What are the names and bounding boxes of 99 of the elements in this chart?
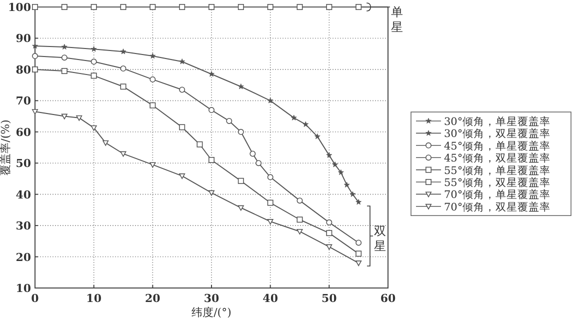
y-tick-label: 60	[16, 126, 32, 139]
point	[150, 162, 156, 168]
point	[256, 160, 262, 166]
point	[179, 4, 186, 10]
point	[326, 4, 332, 10]
point	[356, 199, 362, 205]
y-tick-label: 20	[16, 250, 32, 264]
point	[208, 71, 214, 77]
point	[226, 118, 232, 124]
point	[179, 124, 186, 130]
point	[326, 230, 332, 236]
point	[208, 107, 214, 114]
point	[90, 125, 97, 131]
point	[238, 178, 244, 184]
point	[238, 84, 244, 90]
point	[61, 114, 68, 120]
point	[314, 134, 320, 140]
point	[150, 76, 156, 82]
legend-label: 70°倾角，双星覆盖率	[444, 200, 551, 214]
point	[208, 4, 214, 10]
point	[238, 205, 244, 211]
point	[150, 52, 156, 59]
y-tick-label: 100	[8, 1, 32, 14]
y-tick-label: 30	[16, 220, 32, 233]
y-tick-label: 80	[16, 63, 32, 76]
point	[120, 4, 126, 10]
annotation: 双星	[374, 224, 386, 253]
point	[267, 98, 274, 104]
point	[61, 4, 68, 10]
point	[62, 44, 68, 50]
point	[208, 190, 214, 196]
point	[356, 240, 362, 246]
legend-label: 30°倾角，单星覆盖率	[444, 115, 551, 128]
point	[32, 42, 38, 49]
point	[61, 54, 68, 61]
point	[344, 182, 350, 188]
legend-label: 70°倾角，单星覆盖率	[444, 188, 551, 202]
legend-label: 45°倾角，单星覆盖率	[444, 139, 551, 152]
point	[338, 169, 344, 175]
point	[90, 72, 97, 79]
point	[102, 140, 109, 146]
legend-label: 45°倾角，双星覆盖率	[444, 152, 551, 165]
point	[238, 128, 244, 135]
point	[267, 200, 274, 206]
point	[76, 115, 82, 121]
point	[179, 58, 185, 64]
point	[120, 66, 126, 72]
point	[326, 219, 332, 226]
point	[238, 4, 244, 10]
point	[267, 174, 274, 180]
point	[296, 229, 303, 234]
x-axis-title: 纬度/(°)	[192, 306, 232, 319]
point	[326, 152, 332, 158]
point	[350, 191, 356, 197]
point	[61, 68, 68, 74]
point	[32, 53, 38, 60]
x-tick-label: 20	[145, 292, 161, 305]
point	[179, 173, 186, 179]
point	[90, 4, 97, 10]
legend-label: 30°倾角，双星覆盖率	[444, 127, 551, 140]
x-tick-label: 60	[380, 292, 396, 305]
y-tick-label: 50	[16, 157, 32, 170]
x-tick-label: 0	[31, 292, 40, 305]
x-tick-label: 50	[322, 292, 338, 305]
point	[32, 66, 38, 72]
point	[120, 48, 126, 54]
point	[296, 4, 303, 10]
point	[150, 102, 156, 108]
point	[302, 121, 309, 127]
point	[196, 141, 203, 148]
legend-label: 55°倾角，单星覆盖率	[444, 164, 551, 177]
point	[356, 260, 362, 266]
point	[90, 46, 97, 52]
point	[290, 114, 297, 120]
annotation: 单星	[391, 5, 403, 34]
point	[296, 216, 303, 223]
point	[150, 4, 156, 10]
point	[32, 4, 38, 10]
point	[356, 4, 362, 10]
point	[90, 58, 97, 65]
point	[208, 156, 214, 163]
x-tick-label: 30	[204, 292, 220, 305]
x-tick-label: 10	[86, 292, 102, 305]
y-tick-label: 90	[16, 32, 32, 46]
point	[120, 84, 126, 90]
point	[356, 250, 362, 257]
y-tick-label: 70	[16, 94, 32, 108]
y-tick-label: 40	[16, 188, 32, 202]
point	[296, 198, 303, 204]
point	[120, 151, 126, 157]
point	[326, 244, 332, 250]
point	[267, 219, 274, 224]
point	[267, 4, 274, 10]
x-tick-label: 40	[262, 292, 278, 305]
point	[179, 86, 186, 93]
legend-label: 55°倾角，双星覆盖率	[444, 176, 551, 189]
y-tick-label: 10	[16, 282, 32, 295]
point	[250, 150, 256, 157]
point	[332, 162, 338, 168]
